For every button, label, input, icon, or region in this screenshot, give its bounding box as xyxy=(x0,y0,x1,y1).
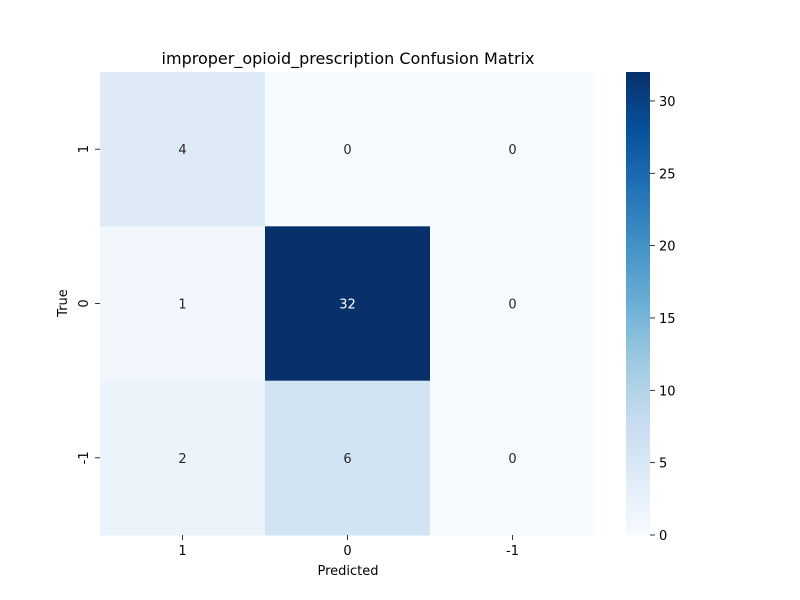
cell-value-label: 0 xyxy=(508,143,516,158)
heatmap-cell xyxy=(265,72,431,227)
heatmap-cell xyxy=(430,380,596,536)
y-axis-label: True xyxy=(56,289,71,318)
heatmap-cell xyxy=(265,226,431,382)
cell-value-label: 1 xyxy=(178,298,186,313)
x-axis: 1 0 -1 xyxy=(178,535,519,559)
heatmap-cell xyxy=(100,380,266,536)
x-tick-label: 1 xyxy=(178,544,186,559)
colorbar-tick-label: 15 xyxy=(659,312,676,327)
heatmap-cell xyxy=(100,72,266,227)
colorbar-tick-label: 0 xyxy=(659,529,667,544)
heatmap-cell xyxy=(430,226,596,382)
heatmap-cell xyxy=(265,380,431,536)
x-tick-label: 0 xyxy=(343,544,351,559)
cell-value-label: 0 xyxy=(508,452,516,467)
chart-title: improper_opioid_prescription Confusion M… xyxy=(162,49,535,69)
y-tick-label: 1 xyxy=(77,145,92,153)
cell-value-label: 2 xyxy=(178,452,186,467)
colorbar-tick-label: 30 xyxy=(659,95,676,110)
colorbar-tick-label: 5 xyxy=(659,457,667,472)
cell-value-label: 0 xyxy=(343,143,351,158)
heatmap-cell xyxy=(430,72,596,227)
colorbar-ticks: 0 5 10 15 20 25 30 xyxy=(650,95,676,544)
cell-value-label: 0 xyxy=(508,298,516,313)
colorbar-tick-label: 25 xyxy=(659,167,676,182)
cell-value-label: 4 xyxy=(178,143,186,158)
cell-value-label: 32 xyxy=(339,298,356,313)
colorbar-tick-label: 20 xyxy=(659,240,676,255)
y-tick-label: 0 xyxy=(77,299,92,307)
y-axis: 1 0 -1 xyxy=(77,145,100,464)
x-axis-label: Predicted xyxy=(317,564,378,579)
heatmap-cell xyxy=(100,226,266,382)
heatmap-cells: 4 0 0 1 32 0 2 6 0 xyxy=(100,72,596,536)
colorbar xyxy=(626,72,650,535)
cell-value-label: 6 xyxy=(343,452,351,467)
y-tick-label: -1 xyxy=(77,451,92,464)
x-tick-label: -1 xyxy=(506,544,519,559)
colorbar-tick-label: 10 xyxy=(659,384,676,399)
